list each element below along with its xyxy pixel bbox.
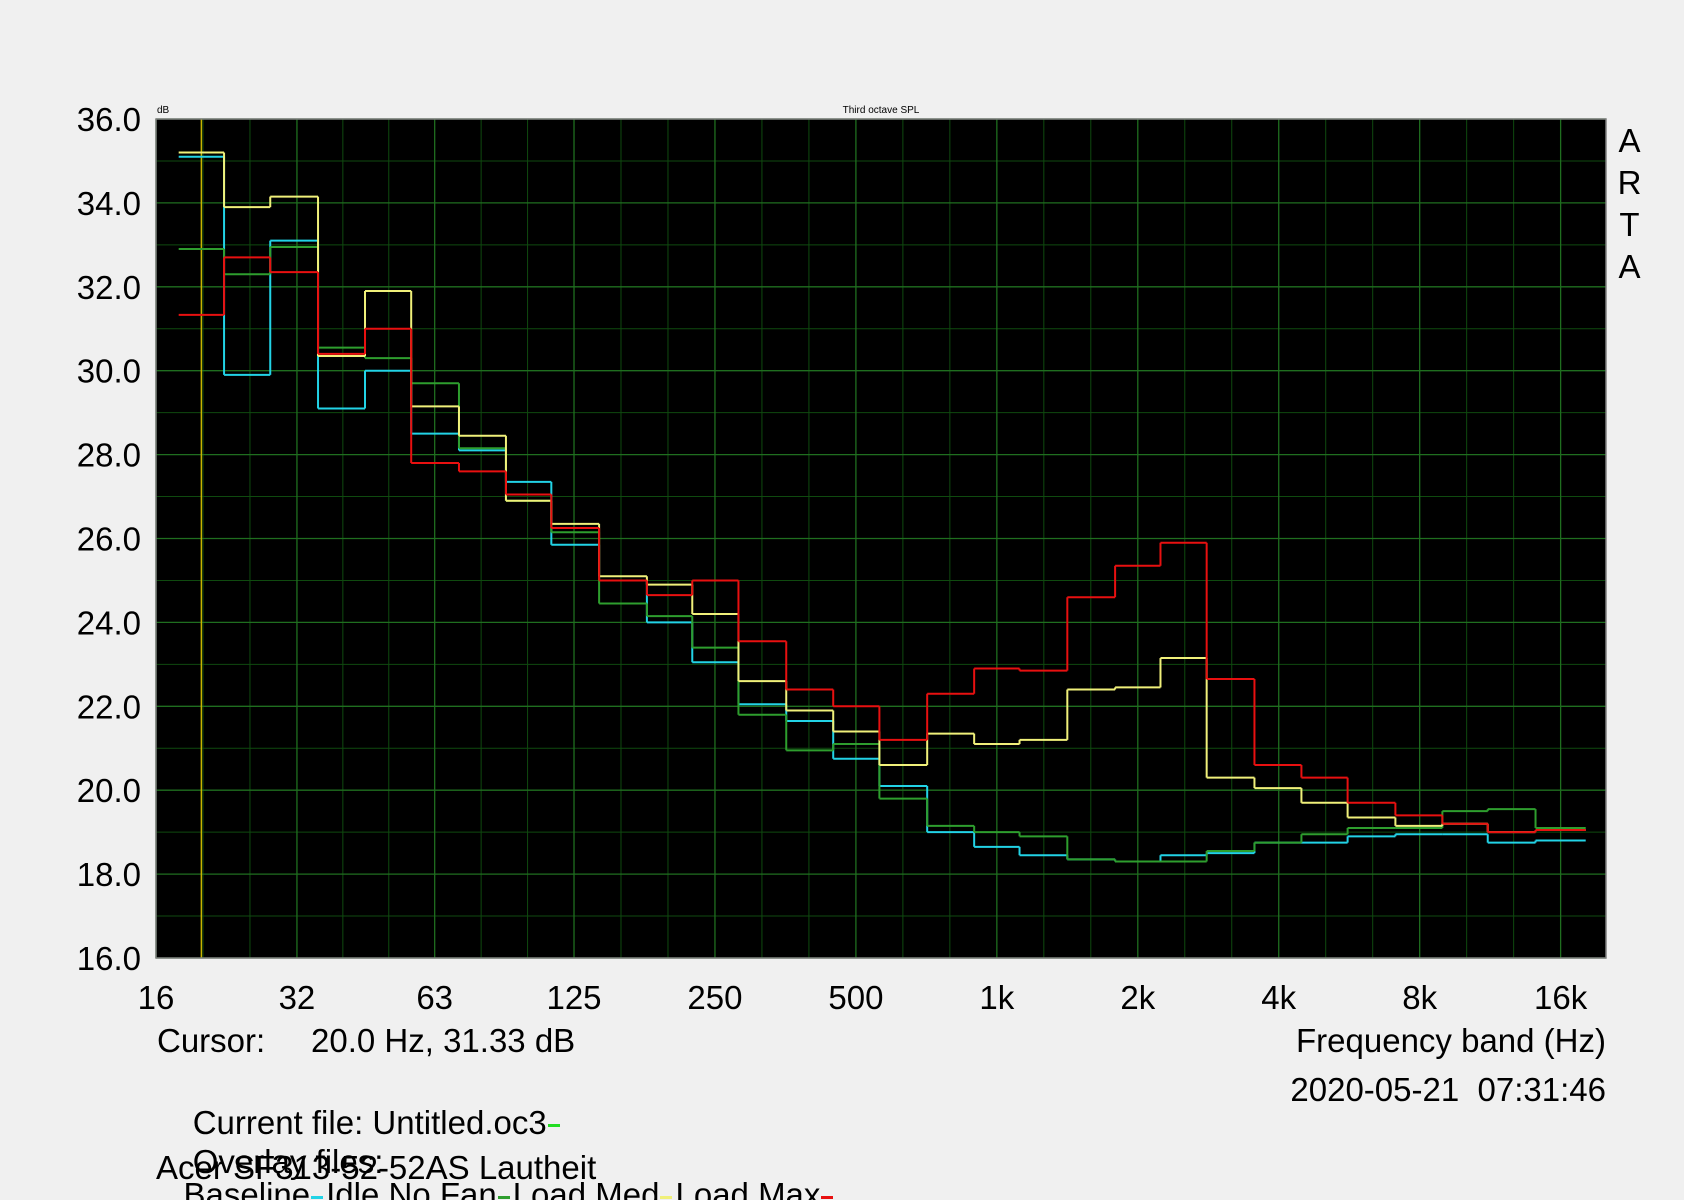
legend-entry: Idle No Fan (326, 1176, 497, 1200)
legend: Overlay files: Baseline Idle No Fan Load M… (156, 1112, 836, 1200)
y-tick-label: 16.0 (77, 940, 141, 977)
legend-entry: Baseline (183, 1176, 311, 1200)
y-unit-label: dB (157, 105, 170, 116)
current-file-name: Untitled.oc3 (372, 1104, 547, 1141)
y-tick-label: 34.0 (77, 185, 141, 222)
x-tick-label: 4k (1261, 979, 1296, 1016)
legend-label: Overlay files: (192, 1143, 384, 1180)
cursor-label: Cursor: (157, 1022, 266, 1059)
y-tick-label: 30.0 (77, 353, 141, 390)
current-file-marker (547, 1123, 560, 1127)
legend-marker (821, 1195, 834, 1199)
x-tick-label: 8k (1402, 979, 1437, 1016)
current-file: Current file: Untitled.oc3 (156, 1073, 563, 1172)
caption: Acer SF313-52-52AS Lautheit (156, 1149, 597, 1186)
x-tick-label: 1k (979, 979, 1014, 1016)
y-tick-label: 22.0 (77, 688, 141, 725)
legend-marker (311, 1195, 324, 1199)
x-axis-label: Frequency band (Hz) (1296, 1022, 1606, 1059)
y-tick-label: 26.0 (77, 521, 141, 558)
cursor-readout: 20.0 Hz, 31.33 dB (311, 1022, 576, 1059)
chart-title: Third octave SPL (843, 105, 920, 116)
timestamp: 2020-05-21 07:31:46 (1290, 1071, 1606, 1108)
y-tick-label: 18.0 (77, 856, 141, 893)
plot-frame (155, 118, 1607, 959)
y-tick-label: 24.0 (77, 604, 141, 641)
y-tick-label: 36.0 (77, 101, 141, 138)
x-tick-label: 2k (1120, 979, 1155, 1016)
x-tick-label: 63 (416, 979, 453, 1016)
x-tick-label: 16 (138, 979, 175, 1016)
x-tick-label: 500 (828, 979, 883, 1016)
x-tick-label: 250 (687, 979, 742, 1016)
x-tick-label: 16k (1534, 979, 1588, 1016)
y-tick-label: 28.0 (77, 437, 141, 474)
legend-entry: Load Max (675, 1176, 821, 1200)
current-file-label: Current file: (192, 1104, 364, 1141)
legend-entry: Load Med (512, 1176, 660, 1200)
x-tick-label: 32 (279, 979, 316, 1016)
brand: ARTA (1611, 122, 1648, 290)
legend-marker (660, 1195, 673, 1199)
y-tick-label: 20.0 (77, 772, 141, 809)
legend-marker (497, 1195, 510, 1199)
y-tick-label: 32.0 (77, 269, 141, 306)
x-tick-label: 125 (546, 979, 601, 1016)
